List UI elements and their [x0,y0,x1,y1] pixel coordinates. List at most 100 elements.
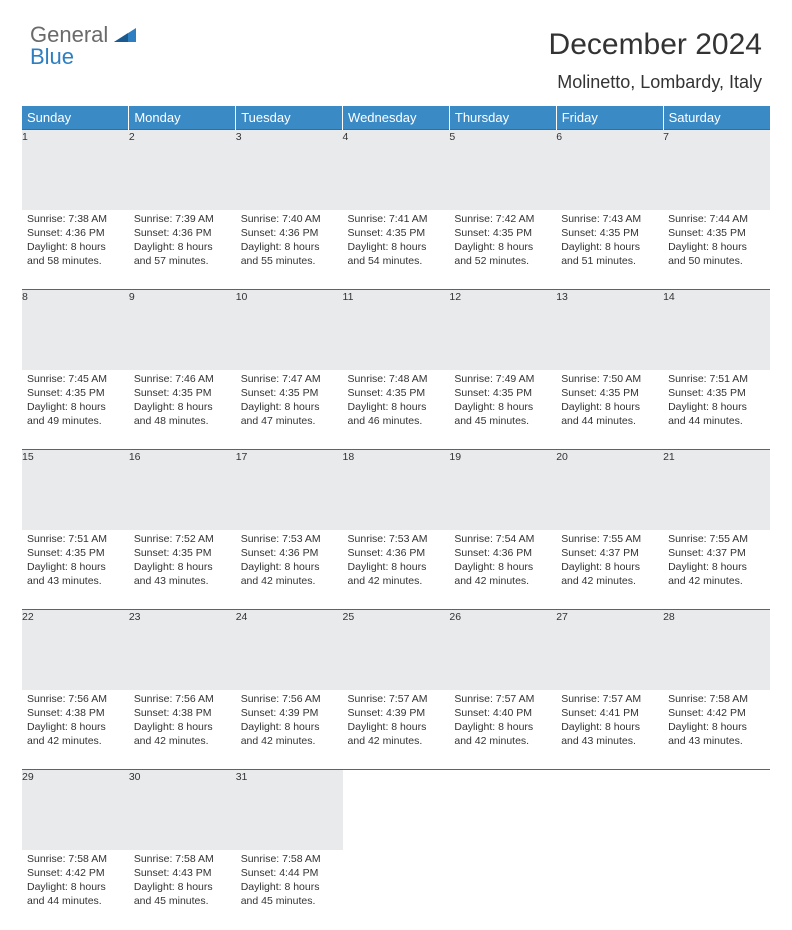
logo: General Blue [30,22,136,48]
day-cell: Sunrise: 7:49 AMSunset: 4:35 PMDaylight:… [449,370,556,450]
day-cell: Sunrise: 7:57 AMSunset: 4:40 PMDaylight:… [449,690,556,770]
daylight-text: and 43 minutes. [668,734,765,748]
day-cell: Sunrise: 7:51 AMSunset: 4:35 PMDaylight:… [22,530,129,610]
day-cell: Sunrise: 7:39 AMSunset: 4:36 PMDaylight:… [129,210,236,290]
day-number: 9 [129,290,236,370]
day-cell: Sunrise: 7:58 AMSunset: 4:42 PMDaylight:… [663,690,770,770]
day-cell: Sunrise: 7:48 AMSunset: 4:35 PMDaylight:… [343,370,450,450]
day-number: 30 [129,770,236,850]
sunrise-text: Sunrise: 7:42 AM [454,212,551,226]
location-text: Molinetto, Lombardy, Italy [557,72,762,93]
sunset-text: Sunset: 4:38 PM [134,706,231,720]
daylight-text: Daylight: 8 hours [27,720,124,734]
daylight-text: and 42 minutes. [561,574,658,588]
daynum-row: 15161718192021 [22,450,770,530]
day-cell: Sunrise: 7:54 AMSunset: 4:36 PMDaylight:… [449,530,556,610]
day-number: 23 [129,610,236,690]
day-cell: Sunrise: 7:57 AMSunset: 4:39 PMDaylight:… [343,690,450,770]
day-cell: Sunrise: 7:47 AMSunset: 4:35 PMDaylight:… [236,370,343,450]
sunrise-text: Sunrise: 7:47 AM [241,372,338,386]
sunset-text: Sunset: 4:35 PM [454,226,551,240]
sunset-text: Sunset: 4:42 PM [668,706,765,720]
day-header: Monday [129,106,236,130]
day-header: Tuesday [236,106,343,130]
day-cell: Sunrise: 7:55 AMSunset: 4:37 PMDaylight:… [556,530,663,610]
daylight-text: Daylight: 8 hours [561,400,658,414]
daylight-text: and 44 minutes. [668,414,765,428]
sunrise-text: Sunrise: 7:49 AM [454,372,551,386]
daylight-text: Daylight: 8 hours [134,240,231,254]
sunrise-text: Sunrise: 7:58 AM [27,852,124,866]
daylight-text: and 44 minutes. [561,414,658,428]
daylight-text: Daylight: 8 hours [241,560,338,574]
sunrise-text: Sunrise: 7:40 AM [241,212,338,226]
day-number: 12 [449,290,556,370]
daylight-text: Daylight: 8 hours [668,560,765,574]
day-number: 26 [449,610,556,690]
daylight-text: and 47 minutes. [241,414,338,428]
day-header: Saturday [663,106,770,130]
sunrise-text: Sunrise: 7:56 AM [134,692,231,706]
sunset-text: Sunset: 4:35 PM [561,386,658,400]
daylight-text: and 57 minutes. [134,254,231,268]
sunset-text: Sunset: 4:43 PM [134,866,231,880]
sunset-text: Sunset: 4:35 PM [348,226,445,240]
day-number: 13 [556,290,663,370]
day-number: 6 [556,130,663,210]
daylight-text: and 45 minutes. [241,894,338,908]
daylight-text: Daylight: 8 hours [454,560,551,574]
day-cell [449,850,556,930]
sunset-text: Sunset: 4:40 PM [454,706,551,720]
day-number: 21 [663,450,770,530]
daylight-text: and 43 minutes. [134,574,231,588]
daylight-text: and 45 minutes. [134,894,231,908]
day-number: 16 [129,450,236,530]
daylight-text: Daylight: 8 hours [134,720,231,734]
daylight-text: and 42 minutes. [134,734,231,748]
day-number: 15 [22,450,129,530]
day-number [556,770,663,850]
sunset-text: Sunset: 4:36 PM [241,226,338,240]
daylight-text: Daylight: 8 hours [241,400,338,414]
day-cell: Sunrise: 7:46 AMSunset: 4:35 PMDaylight:… [129,370,236,450]
sunset-text: Sunset: 4:41 PM [561,706,658,720]
day-number: 4 [343,130,450,210]
daylight-text: and 46 minutes. [348,414,445,428]
day-header-row: Sunday Monday Tuesday Wednesday Thursday… [22,106,770,130]
day-cell [556,850,663,930]
sunrise-text: Sunrise: 7:53 AM [241,532,338,546]
daylight-text: and 43 minutes. [27,574,124,588]
sunset-text: Sunset: 4:37 PM [668,546,765,560]
day-cell: Sunrise: 7:58 AMSunset: 4:42 PMDaylight:… [22,850,129,930]
day-number: 20 [556,450,663,530]
day-number: 18 [343,450,450,530]
daynum-row: 22232425262728 [22,610,770,690]
sunset-text: Sunset: 4:39 PM [348,706,445,720]
day-cell: Sunrise: 7:40 AMSunset: 4:36 PMDaylight:… [236,210,343,290]
sunset-text: Sunset: 4:36 PM [348,546,445,560]
day-cell: Sunrise: 7:42 AMSunset: 4:35 PMDaylight:… [449,210,556,290]
daylight-text: Daylight: 8 hours [241,240,338,254]
daylight-text: and 55 minutes. [241,254,338,268]
day-number: 2 [129,130,236,210]
sunset-text: Sunset: 4:35 PM [348,386,445,400]
logo-triangle-icon [114,24,136,47]
sunset-text: Sunset: 4:35 PM [561,226,658,240]
logo-text-blue: Blue [30,44,74,69]
day-cell: Sunrise: 7:43 AMSunset: 4:35 PMDaylight:… [556,210,663,290]
day-header: Wednesday [343,106,450,130]
sunrise-text: Sunrise: 7:39 AM [134,212,231,226]
sunrise-text: Sunrise: 7:52 AM [134,532,231,546]
daylight-text: and 58 minutes. [27,254,124,268]
daylight-text: and 52 minutes. [454,254,551,268]
sunrise-text: Sunrise: 7:57 AM [561,692,658,706]
day-number [663,770,770,850]
sunrise-text: Sunrise: 7:56 AM [241,692,338,706]
daylight-text: Daylight: 8 hours [27,400,124,414]
daylight-text: Daylight: 8 hours [241,880,338,894]
sunset-text: Sunset: 4:35 PM [668,386,765,400]
daynum-row: 1234567 [22,130,770,210]
day-number: 31 [236,770,343,850]
daylight-text: Daylight: 8 hours [241,720,338,734]
sunrise-text: Sunrise: 7:57 AM [348,692,445,706]
